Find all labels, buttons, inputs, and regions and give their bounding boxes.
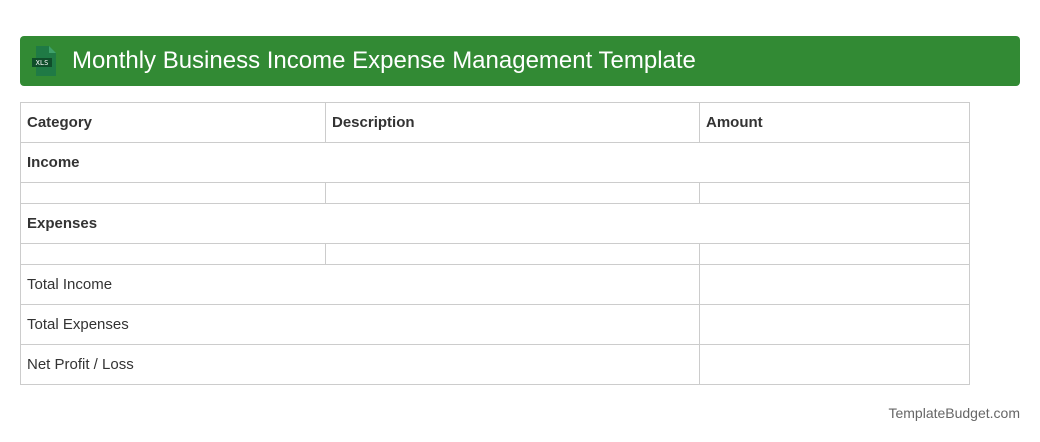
- total-expenses-value[interactable]: [699, 304, 970, 345]
- header-description: Description: [325, 102, 700, 143]
- total-expenses-label: Total Expenses: [20, 304, 700, 345]
- header-row: Category Description Amount: [20, 102, 970, 143]
- cell[interactable]: [325, 243, 700, 265]
- budget-table: Category Description Amount Income Expense…: [20, 102, 970, 385]
- header-amount: Amount: [699, 102, 970, 143]
- xls-file-icon: XLS: [32, 46, 56, 76]
- svg-text:XLS: XLS: [36, 59, 49, 67]
- cell[interactable]: [325, 182, 700, 204]
- net-profit-value[interactable]: [699, 344, 970, 385]
- total-income-label: Total Income: [20, 264, 700, 305]
- total-income-value[interactable]: [699, 264, 970, 305]
- net-profit-label: Net Profit / Loss: [20, 344, 700, 385]
- table-row: [20, 182, 970, 204]
- cell[interactable]: [699, 182, 970, 204]
- section-income: Income: [20, 142, 970, 183]
- page-title: Monthly Business Income Expense Manageme…: [72, 47, 696, 74]
- section-expenses: Expenses: [20, 203, 970, 244]
- title-banner: XLS Monthly Business Income Expense Mana…: [20, 36, 1020, 86]
- table-row: [20, 243, 970, 265]
- cell[interactable]: [699, 243, 970, 265]
- cell[interactable]: [20, 243, 326, 265]
- footer-link[interactable]: TemplateBudget.com: [888, 405, 1020, 421]
- header-category: Category: [20, 102, 326, 143]
- cell[interactable]: [20, 182, 326, 204]
